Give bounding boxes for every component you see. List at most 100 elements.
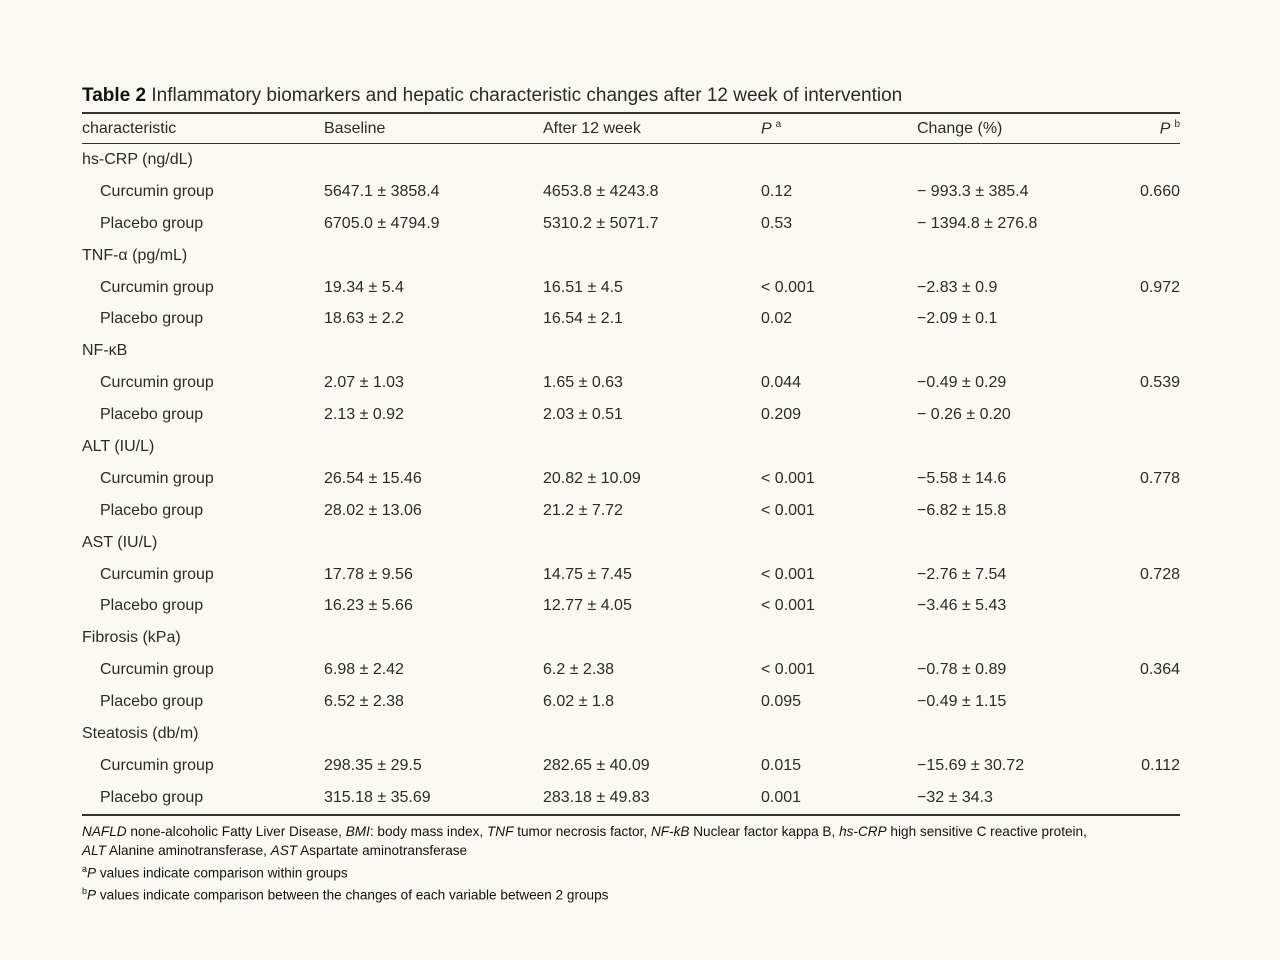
cell-after: 12.77 ± 4.05 [543, 597, 632, 615]
section-title: ALT (IU/L) [82, 437, 155, 455]
cell-p-within: 0.53 [761, 214, 793, 232]
cell-change: −5.58 ± 14.6 [917, 469, 1007, 487]
table-row: Placebo group 28.02 ± 13.06 21.2 ± 7.72 < 0… [82, 495, 1180, 527]
cell-after: 4653.8 ± 4243.8 [543, 182, 659, 200]
cell-p-within: 0.12 [761, 182, 793, 200]
table-row: Placebo group 2.13 ± 0.92 2.03 ± 0.51 0.209… [82, 399, 1180, 431]
cell-change: −6.82 ± 15.8 [917, 501, 1007, 519]
abbreviation-definition: Alanine aminotransferase, [105, 842, 271, 858]
cell-change: −3.46 ± 5.43 [917, 597, 1007, 615]
cell-baseline: 16.23 ± 5.66 [324, 597, 413, 615]
cell-p-within: 0.001 [761, 788, 802, 806]
cell-group: Curcumin group [100, 278, 214, 296]
cell-baseline: 18.63 ± 2.2 [324, 310, 404, 328]
cell-p-within: 0.209 [761, 406, 802, 424]
cell-p-between [1117, 590, 1180, 622]
cell-change: −2.83 ± 0.9 [917, 278, 998, 296]
abbreviation-definition: high sensitive C reactive protein, [886, 823, 1087, 839]
cell-change: −15.69 ± 30.72 [917, 756, 1025, 774]
cell-after: 16.54 ± 2.1 [543, 310, 623, 328]
table-row: Curcumin group 6.98 ± 2.42 6.2 ± 2.38 < 0.0… [82, 654, 1180, 686]
header-p-between-label: P [1159, 120, 1171, 138]
footnote-b-p: P [87, 887, 97, 903]
table-row: Curcumin group 298.35 ± 29.5 282.65 ± 40.0… [82, 750, 1180, 782]
cell-p-between [1117, 495, 1180, 527]
cell-after: 6.2 ± 2.38 [543, 661, 615, 679]
cell-p-within: < 0.001 [761, 565, 815, 583]
header-change: Change (%) [917, 119, 1003, 137]
cell-p-between [1117, 782, 1180, 815]
table-body: hs-CRP (ng/dL) Curcumin group 5647.1 ± 385… [82, 144, 1180, 815]
cell-group: Placebo group [100, 788, 204, 806]
cell-group: Curcumin group [100, 182, 214, 200]
cell-group: Curcumin group [100, 374, 214, 392]
footnote-b-mark: b [82, 886, 88, 897]
cell-after: 20.82 ± 10.09 [543, 469, 641, 487]
cell-group: Placebo group [100, 501, 204, 519]
section-row: Fibrosis (kPa) [82, 622, 1180, 654]
cell-change: −2.09 ± 0.1 [917, 310, 998, 328]
abbreviation-definition: tumor necrosis factor, [513, 823, 651, 839]
cell-group: Curcumin group [100, 756, 214, 774]
cell-baseline: 5647.1 ± 3858.4 [324, 182, 440, 200]
cell-after: 21.2 ± 7.72 [543, 501, 623, 519]
cell-p-within: 0.095 [761, 693, 802, 711]
cell-after: 16.51 ± 4.5 [543, 278, 623, 296]
abbreviations-line-1: NAFLD none-alcoholic Fatty Liver Disease… [82, 822, 1180, 841]
header-p-within-label: P [761, 120, 772, 138]
cell-after: 14.75 ± 7.45 [543, 565, 632, 583]
cell-baseline: 2.07 ± 1.03 [324, 374, 404, 392]
cell-group: Placebo group [100, 693, 204, 711]
cell-p-between [1117, 399, 1180, 431]
table-row: Placebo group 18.63 ± 2.2 16.54 ± 2.1 0.02 −… [82, 303, 1180, 335]
abbreviation-definition: Nuclear factor kappa B, [689, 823, 840, 839]
cell-p-between: 0.539 [1139, 374, 1180, 392]
abbreviation-definition: Aspartate aminotransferase [297, 842, 468, 858]
cell-change: − 1394.8 ± 276.8 [917, 214, 1038, 232]
cell-p-between [1117, 303, 1180, 335]
section-row: NF-κB [82, 335, 1180, 367]
footnote-a-p: P [87, 865, 97, 881]
cell-p-between [1117, 686, 1180, 718]
header-characteristic: characteristic [82, 119, 177, 137]
caption-label: Table 2 [82, 85, 147, 106]
footnote-a-text: values indicate comparison within groups [96, 865, 348, 881]
footnote-b: bP values indicate comparison between th… [82, 882, 1180, 905]
section-row: hs-CRP (ng/dL) [82, 144, 1180, 176]
cell-baseline: 6705.0 ± 4794.9 [324, 214, 440, 232]
table-row: Curcumin group 17.78 ± 9.56 14.75 ± 7.45 < … [82, 559, 1180, 591]
cell-change: − 993.3 ± 385.4 [917, 182, 1029, 200]
table-row: Placebo group 6.52 ± 2.38 6.02 ± 1.8 0.095 −… [82, 686, 1180, 718]
cell-baseline: 19.34 ± 5.4 [324, 278, 404, 296]
cell-after: 2.03 ± 0.51 [543, 406, 623, 424]
cell-baseline: 6.98 ± 2.42 [324, 661, 404, 679]
abbreviation-term: NAFLD [82, 823, 127, 839]
abbreviation-term: TNF [487, 823, 514, 839]
abbreviation-term: BMI [345, 823, 370, 839]
cell-p-between [1117, 208, 1180, 240]
section-title: Fibrosis (kPa) [82, 629, 181, 647]
cell-p-within: 0.02 [761, 310, 793, 328]
cell-group: Placebo group [100, 214, 204, 232]
cell-p-between: 0.972 [1139, 278, 1180, 296]
cell-change: −0.49 ± 1.15 [917, 693, 1007, 711]
table-row: Curcumin group 5647.1 ± 3858.4 4653.8 ± 42… [82, 176, 1180, 208]
cell-baseline: 26.54 ± 15.46 [324, 469, 422, 487]
cell-after: 282.65 ± 40.09 [543, 756, 650, 774]
cell-change: −0.78 ± 0.89 [917, 661, 1007, 679]
cell-change: −32 ± 34.3 [917, 788, 993, 806]
cell-change: −0.49 ± 0.29 [917, 374, 1007, 392]
cell-baseline: 6.52 ± 2.38 [324, 693, 404, 711]
abbreviation-term: ALT [82, 842, 106, 858]
cell-baseline: 315.18 ± 35.69 [324, 788, 431, 806]
cell-change: − 0.26 ± 0.20 [917, 406, 1011, 424]
section-title: hs-CRP (ng/dL) [82, 150, 193, 168]
cell-p-between: 0.112 [1141, 756, 1180, 774]
abbreviation-term: NF-kB [650, 823, 690, 839]
cell-after: 283.18 ± 49.83 [543, 788, 650, 806]
table-row: Placebo group 6705.0 ± 4794.9 5310.2 ± 507… [82, 208, 1180, 240]
abbreviation-term: hs-CRP [839, 823, 887, 839]
cell-p-within: < 0.001 [761, 469, 815, 487]
